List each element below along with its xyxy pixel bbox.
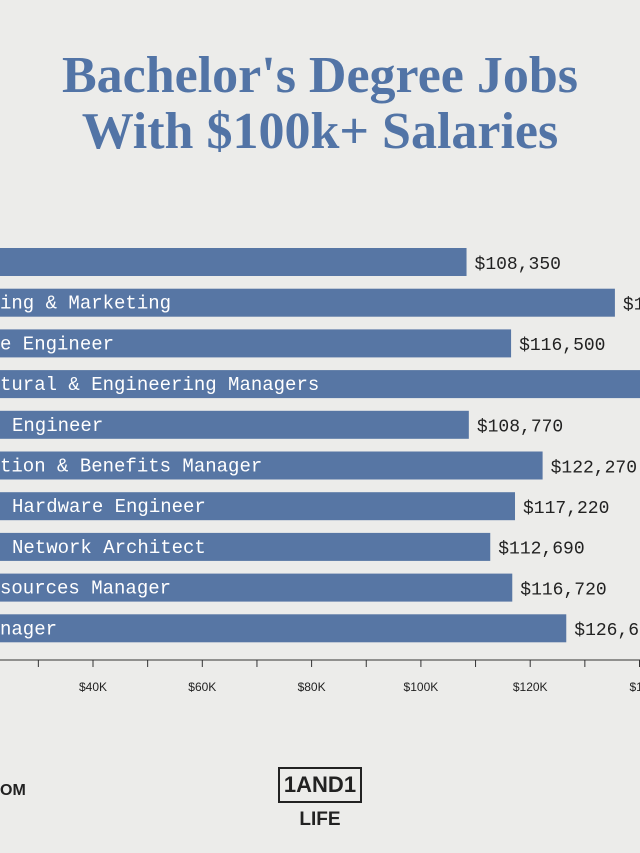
value-label: $112,690 — [498, 540, 584, 560]
bar — [0, 492, 516, 521]
x-tick-label: $80K — [298, 680, 326, 694]
value-label: $108,770 — [477, 418, 563, 438]
bar — [0, 614, 567, 643]
x-tick-label: $100K — [404, 680, 439, 694]
category-label: Network Architect — [12, 537, 206, 559]
value-label: $126,6 — [574, 621, 639, 641]
bar — [0, 410, 469, 439]
category-label: tural & Engineering Managers — [0, 374, 319, 396]
logo-box — [278, 767, 362, 803]
x-tick-label: $40K — [79, 680, 107, 694]
x-tick-label: $120K — [513, 680, 548, 694]
logo: LIFE — [299, 809, 340, 830]
value-label: $117,220 — [523, 499, 609, 519]
value-label: $122,270 — [551, 458, 637, 478]
x-tick-label: $14 — [629, 680, 640, 694]
chart-title: Bachelor's Degree Jobs — [62, 47, 578, 104]
category-label: tion & Benefits Manager — [0, 456, 262, 478]
bar — [0, 532, 491, 561]
category-label: sources Manager — [0, 578, 171, 600]
value-label: $1 — [623, 295, 640, 315]
chart-title: With $100k+ Salaries — [82, 103, 559, 160]
category-label: Engineer — [12, 415, 103, 437]
source: OM — [0, 782, 26, 799]
category-label: e Engineer — [0, 333, 114, 355]
value-label: $116,500 — [519, 336, 605, 356]
category-label: Hardware Engineer — [12, 496, 206, 518]
bar — [0, 370, 640, 399]
bar — [0, 573, 513, 602]
bar — [0, 248, 467, 276]
bar — [0, 288, 615, 317]
logo: 1AND1 — [284, 772, 356, 797]
category-label: ing & Marketing — [0, 293, 171, 315]
value-label: $108,350 — [475, 255, 561, 275]
x-tick-label: $60K — [188, 680, 216, 694]
bar — [0, 451, 543, 480]
bar — [0, 329, 512, 358]
value-label: $116,720 — [520, 580, 606, 600]
category-label: nager — [0, 618, 57, 640]
